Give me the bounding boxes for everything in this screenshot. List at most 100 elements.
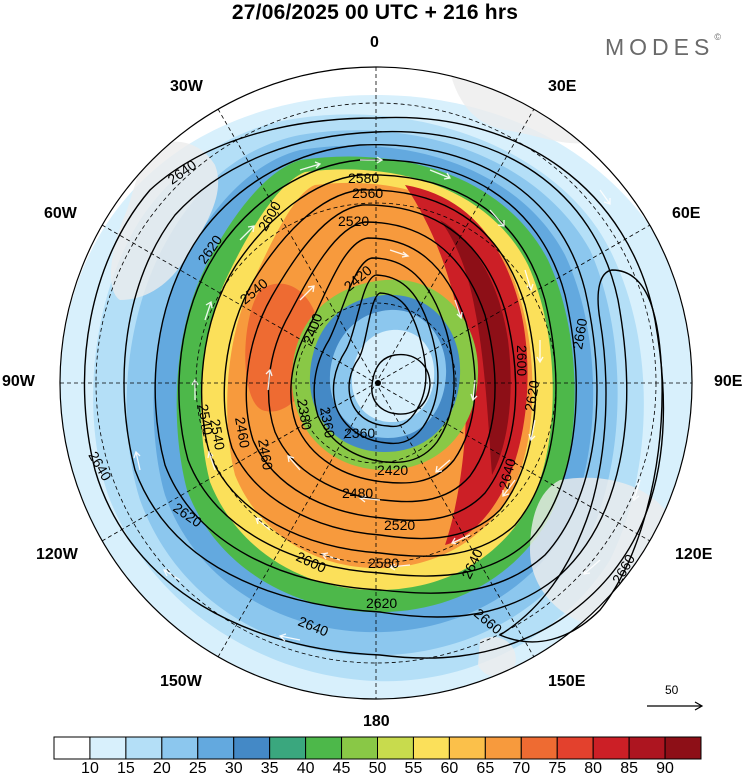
colorbar-tick-label: 50 [368, 760, 387, 777]
colorbar-tick-label: 40 [296, 760, 315, 777]
colorbar-tick-label: 35 [260, 760, 279, 777]
reference-vector-label: 50 [665, 683, 679, 697]
lon-label-90e: 90E [714, 373, 743, 390]
wind-arrow [299, 161, 322, 171]
colorbar-tick-label: 55 [404, 760, 423, 777]
wind-arrow [536, 340, 544, 364]
colorbar-cell [89, 736, 127, 760]
contour-label: 2660 [569, 317, 590, 351]
colorbar-cell [233, 736, 271, 760]
wind-vectors [133, 156, 641, 642]
colorbar-tick-label: 70 [512, 760, 531, 777]
colorbar-cell [448, 736, 486, 760]
wind-arrow [265, 368, 273, 391]
colorbar-cell [269, 736, 307, 760]
wind-arrow [255, 517, 271, 531]
colorbar-cell [305, 736, 343, 760]
contour-label: 2360 [317, 406, 338, 440]
speed-core-10 [351, 329, 435, 422]
wind-arrow [360, 156, 384, 164]
lat-circle-outer [95, 102, 657, 664]
wind-arrow [133, 450, 141, 471]
land-new-zealand [478, 636, 516, 677]
colorbar-cell [628, 736, 666, 760]
colorbar-cell [53, 736, 91, 760]
contour-2560 [200, 174, 557, 557]
wind-arrow [358, 495, 381, 503]
colorbar-cell [592, 736, 630, 760]
lon-label-150e: 150E [548, 673, 586, 690]
colorbar-cell [341, 736, 378, 760]
land-south-america [110, 141, 219, 300]
wind-arrow [599, 189, 611, 205]
contour-label: 2540 [207, 418, 228, 452]
contour-2580 [178, 158, 577, 577]
lon-label-30e: 30E [548, 78, 577, 95]
pole-marker [375, 380, 381, 386]
colorbar-cell [125, 736, 163, 760]
height-contours [83, 116, 665, 659]
wind-arrow [435, 459, 451, 473]
lon-label-120w: 120W [36, 546, 78, 563]
wind-arrow [454, 299, 463, 320]
colorbar-tick-label: 45 [332, 760, 351, 777]
wind-arrow [489, 209, 505, 227]
contour-2640 [83, 116, 665, 659]
colorbar-tick-label: 20 [152, 760, 171, 777]
brand-mark: © [714, 32, 721, 42]
wind-arrow [502, 479, 516, 497]
contour-2360 [371, 353, 431, 415]
lon-label-180: 180 [363, 713, 390, 730]
colorbar-tick-label: 60 [440, 760, 459, 777]
contour-label: 2460 [255, 438, 276, 472]
lon-label-150w: 150W [160, 673, 202, 690]
lat-circle-inner [295, 302, 457, 464]
contour-label: 2520 [384, 517, 415, 533]
colorbar-tick-label: 10 [81, 760, 99, 777]
contour-2660-east [498, 269, 663, 643]
contour-label: 2540 [195, 403, 216, 437]
wind-arrow [320, 552, 341, 561]
lon-label-90w: 90W [2, 373, 35, 390]
brand-text: MODES [605, 34, 715, 60]
colorbar-tick-label: 90 [656, 760, 674, 777]
lon-label-120e: 120E [675, 546, 713, 563]
contour-label: 2420 [377, 462, 408, 478]
contour-label: 2380 [294, 398, 315, 432]
wind-arrow [278, 633, 301, 642]
colorbar-tick-label: 30 [224, 760, 243, 777]
lon-label-0: 0 [370, 34, 379, 51]
contour-label: 2560 [352, 185, 383, 201]
colorbar-cell [664, 736, 702, 760]
page-title: 27/06/2025 00 UTC + 216 hrs [231, 1, 519, 24]
colorbar-cell [520, 736, 558, 760]
colorbar [53, 736, 702, 760]
wind-arrow [429, 169, 452, 180]
contour-2540 [223, 189, 537, 540]
wind-arrow [631, 479, 641, 502]
colorbar-cell [197, 736, 235, 760]
wind-arrow [204, 300, 213, 321]
colorbar-cell [556, 736, 594, 760]
contour-label: 2360 [344, 425, 375, 441]
contour-2520 [245, 204, 517, 522]
wind-arrow [287, 455, 301, 471]
colorbar-tick-label: 65 [476, 760, 495, 777]
brand-logo: MODES© [605, 32, 721, 61]
contour-label: 2620 [521, 379, 542, 413]
wind-arrow [207, 450, 216, 471]
contour-label: 2480 [342, 485, 373, 501]
wind-arrow [389, 249, 410, 258]
colorbar-tick-label: 85 [620, 760, 639, 777]
colorbar-tick-label: 75 [548, 760, 567, 777]
contour-2620 [123, 130, 628, 618]
colorbar-cell [412, 736, 450, 760]
reference-vector-arrow [647, 701, 704, 711]
wind-arrow [388, 563, 411, 571]
wind-arrow [450, 534, 471, 545]
contour-2380 [348, 292, 427, 428]
contour-2400 [332, 274, 439, 445]
colorbar-cell [484, 736, 522, 760]
contour-label: 2580 [368, 555, 399, 571]
